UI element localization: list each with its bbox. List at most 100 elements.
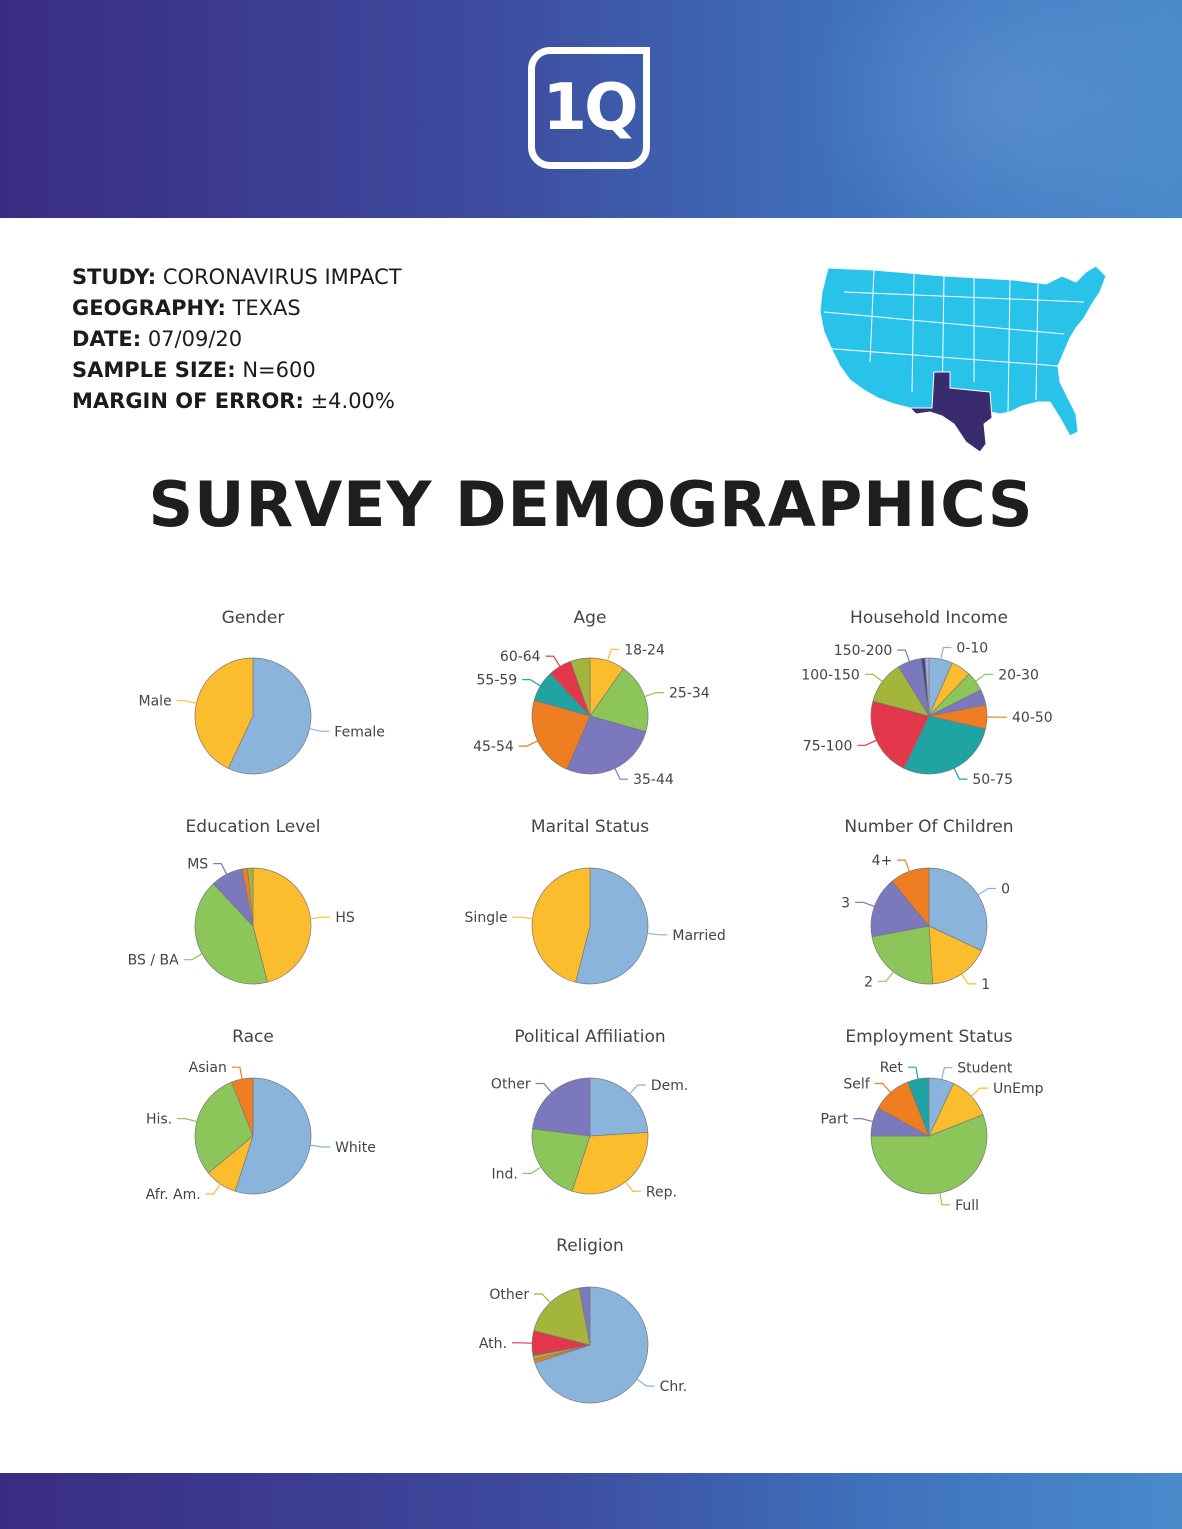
pie-label-female: Female (334, 724, 385, 740)
chart-title-education-level: Education Level (185, 817, 321, 837)
pie-label-75-100: 75-100 (803, 738, 853, 754)
pie-label-2: 2 (864, 974, 873, 990)
label-connector (522, 1166, 542, 1175)
pie-label-ind: Ind. (492, 1167, 518, 1183)
chart-title-gender: Gender (221, 608, 285, 628)
label-connector (629, 1084, 646, 1095)
pie-slice-unlabeled (570, 657, 591, 717)
pie-label-male: Male (139, 694, 172, 710)
pie-label-0: 0 (1001, 882, 1010, 898)
label-connector (857, 739, 877, 746)
chart-title-political-affiliation: Political Affiliation (514, 1027, 666, 1047)
geography-label: GEOGRAPHY: (72, 296, 226, 320)
pie-employment-status: Student UnEmp Full Part Self Ret (821, 1060, 1044, 1214)
label-connector (231, 1066, 243, 1080)
label-connector (953, 768, 968, 780)
label-connector (975, 673, 994, 682)
pie-label-25-34: 25-34 (669, 686, 710, 702)
pie-race: White Afr. Am. His. Asian (146, 1060, 376, 1203)
label-connector (647, 932, 668, 936)
label-connector (625, 1181, 641, 1192)
pie-label-20-30: 20-30 (998, 667, 1039, 683)
label-connector (534, 1293, 551, 1304)
pie-label-chr: Chr. (660, 1379, 688, 1395)
pie-label-single: Single (465, 910, 508, 926)
pie-slice-25-34 (589, 668, 649, 733)
label-connector (977, 887, 997, 896)
chart-title-religion: Religion (556, 1236, 624, 1256)
pie-religion: Chr. Ath. Other (479, 1286, 688, 1404)
pie-slice-1 (928, 925, 982, 985)
label-connector (864, 673, 883, 682)
label-connector (961, 973, 977, 985)
label-connector (213, 863, 228, 875)
pie-label-50-75: 50-75 (972, 772, 1013, 788)
pie-slice-white (234, 1077, 312, 1195)
label-connector (970, 1087, 988, 1097)
pie-label-unemp: UnEmp (993, 1081, 1044, 1097)
pie-label-rep: Rep. (646, 1184, 677, 1200)
margin-of-error-value: ±4.00% (310, 389, 395, 413)
pie-label-full: Full (955, 1198, 979, 1214)
date-value: 07/09/20 (147, 327, 243, 351)
label-connector (636, 1378, 655, 1387)
pie-label-55-59: 55-59 (477, 673, 518, 689)
label-connector (176, 700, 197, 704)
sample-size-row: SAMPLE SIZE: N=600 (72, 355, 402, 386)
label-connector (614, 768, 629, 780)
pie-label-married: Married (672, 928, 725, 944)
pie-slice-female (227, 657, 312, 775)
label-connector (853, 1118, 873, 1123)
pie-label-3: 3 (841, 895, 850, 911)
pie-slice-75-100 (870, 700, 930, 769)
label-connector (855, 901, 875, 907)
label-connector (535, 1082, 553, 1093)
pie-label-asian: Asian (189, 1060, 227, 1076)
us-map (819, 265, 1107, 453)
pie-slice-other (532, 1077, 591, 1137)
pie-label-bs-ba: BS / BA (128, 953, 179, 969)
pie-gender: Female Male (139, 657, 385, 775)
header-glow (802, 0, 1182, 218)
pie-label-1: 1 (981, 977, 990, 993)
label-connector (512, 916, 533, 920)
pie-number-of-children: 0 1 2 3 4+ (841, 853, 1010, 993)
pie-slice-asian (231, 1077, 254, 1137)
pie-slice-0 (928, 867, 988, 952)
pie-label-4: 4+ (872, 853, 893, 869)
pie-age: 18-24 25-34 35-44 45-54 55-59 60-64 (473, 642, 710, 788)
label-connector (644, 692, 664, 698)
logo-text: 1Q (542, 71, 639, 145)
date-label: DATE: (72, 327, 142, 351)
pie-label-45-54: 45-54 (473, 739, 514, 755)
pie-slice-unlabeled (578, 1286, 591, 1346)
pie-slice-hs (252, 867, 312, 983)
date-row: DATE: 07/09/20 (72, 324, 402, 355)
label-connector (874, 1082, 892, 1093)
pie-label-18-24: 18-24 (624, 642, 665, 658)
study-label: STUDY: (72, 265, 157, 289)
label-connector (522, 679, 541, 687)
sample-size-value: N=600 (242, 358, 316, 382)
header-banner: 1Q (0, 0, 1182, 218)
sample-size-label: SAMPLE SIZE: (72, 358, 236, 382)
pie-slice-his (194, 1081, 254, 1174)
chart-title-household-income: Household Income (850, 608, 1008, 628)
pie-label-ms: MS (187, 857, 208, 873)
label-connector (940, 646, 952, 660)
label-connector (878, 971, 894, 982)
label-connector (941, 1067, 953, 1080)
pie-slice-chr (534, 1286, 649, 1404)
study-value: CORONAVIRUS IMPACT (162, 265, 402, 289)
pie-label-self: Self (843, 1077, 870, 1093)
pie-label-student: Student (957, 1061, 1013, 1077)
texas-highlight (908, 371, 993, 453)
pie-label-afr-am: Afr. Am. (146, 1187, 201, 1203)
pie-slice-single (531, 867, 591, 983)
pie-label-ath: Ath. (479, 1336, 507, 1352)
label-connector (518, 740, 538, 747)
pie-slice-ret (907, 1077, 930, 1137)
pie-label-60-64: 60-64 (500, 649, 541, 665)
chart-title-marital-status: Marital Status (530, 817, 650, 837)
